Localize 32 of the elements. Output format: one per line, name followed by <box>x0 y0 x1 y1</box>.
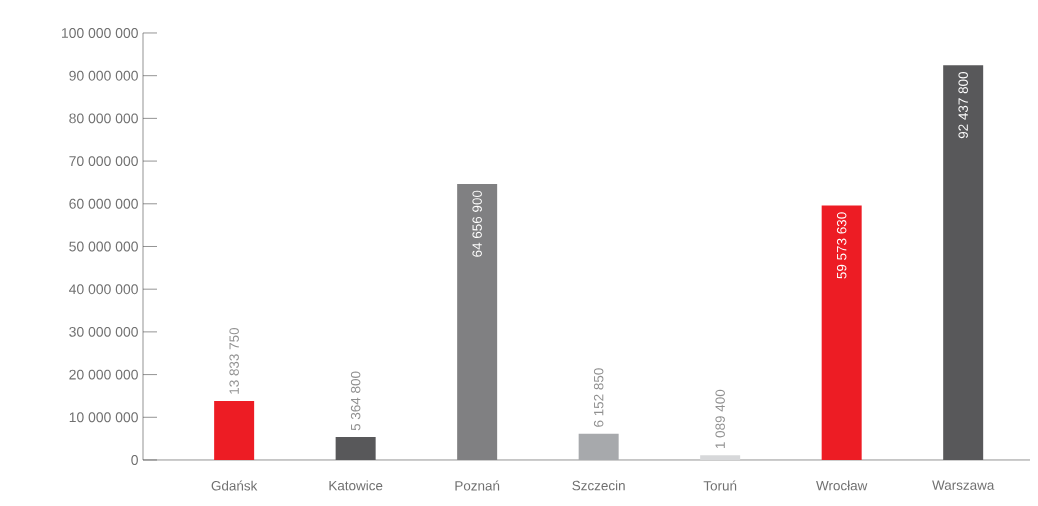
y-tick-label: 70 000 000 <box>69 156 138 167</box>
data-label: 5 364 800 <box>350 371 361 431</box>
bar <box>335 437 376 460</box>
data-label: 13 833 750 <box>229 327 239 394</box>
y-tick-label: 80 000 000 <box>69 113 138 124</box>
x-tick-label: Poznań <box>455 480 500 491</box>
bar <box>821 205 862 460</box>
bar <box>943 65 984 460</box>
bar <box>700 455 741 460</box>
y-tick-label: 100 000 000 <box>61 28 138 38</box>
x-tick-label: Toruń <box>703 480 737 491</box>
data-label: 64 656 900 <box>472 190 482 257</box>
y-tick-label: 0 <box>131 455 138 465</box>
y-tick-label: 40 000 000 <box>69 284 138 295</box>
x-tick-label: Warszawa <box>932 480 995 490</box>
y-tick-label: 90 000 000 <box>69 70 138 81</box>
x-tick-label: Katowice <box>329 480 383 491</box>
x-tick-label: Wrocław <box>816 480 868 491</box>
bar <box>457 183 498 460</box>
y-tick-label: 50 000 000 <box>69 241 138 252</box>
data-label: 92 437 800 <box>958 72 968 139</box>
y-tick-label: 10 000 000 <box>69 412 138 423</box>
data-label: 59 573 630 <box>836 212 847 279</box>
x-tick-label: Szczecin <box>572 480 625 491</box>
bar <box>214 400 255 460</box>
x-tick-label: Gdańsk <box>211 480 258 491</box>
data-label: 6 152 850 <box>593 368 604 427</box>
y-tick-label: 20 000 000 <box>69 369 138 380</box>
bar <box>578 433 619 460</box>
y-tick-label: 60 000 000 <box>69 198 138 209</box>
data-label: 1 089 400 <box>715 389 725 449</box>
y-tick-label: 30 000 000 <box>69 326 138 337</box>
